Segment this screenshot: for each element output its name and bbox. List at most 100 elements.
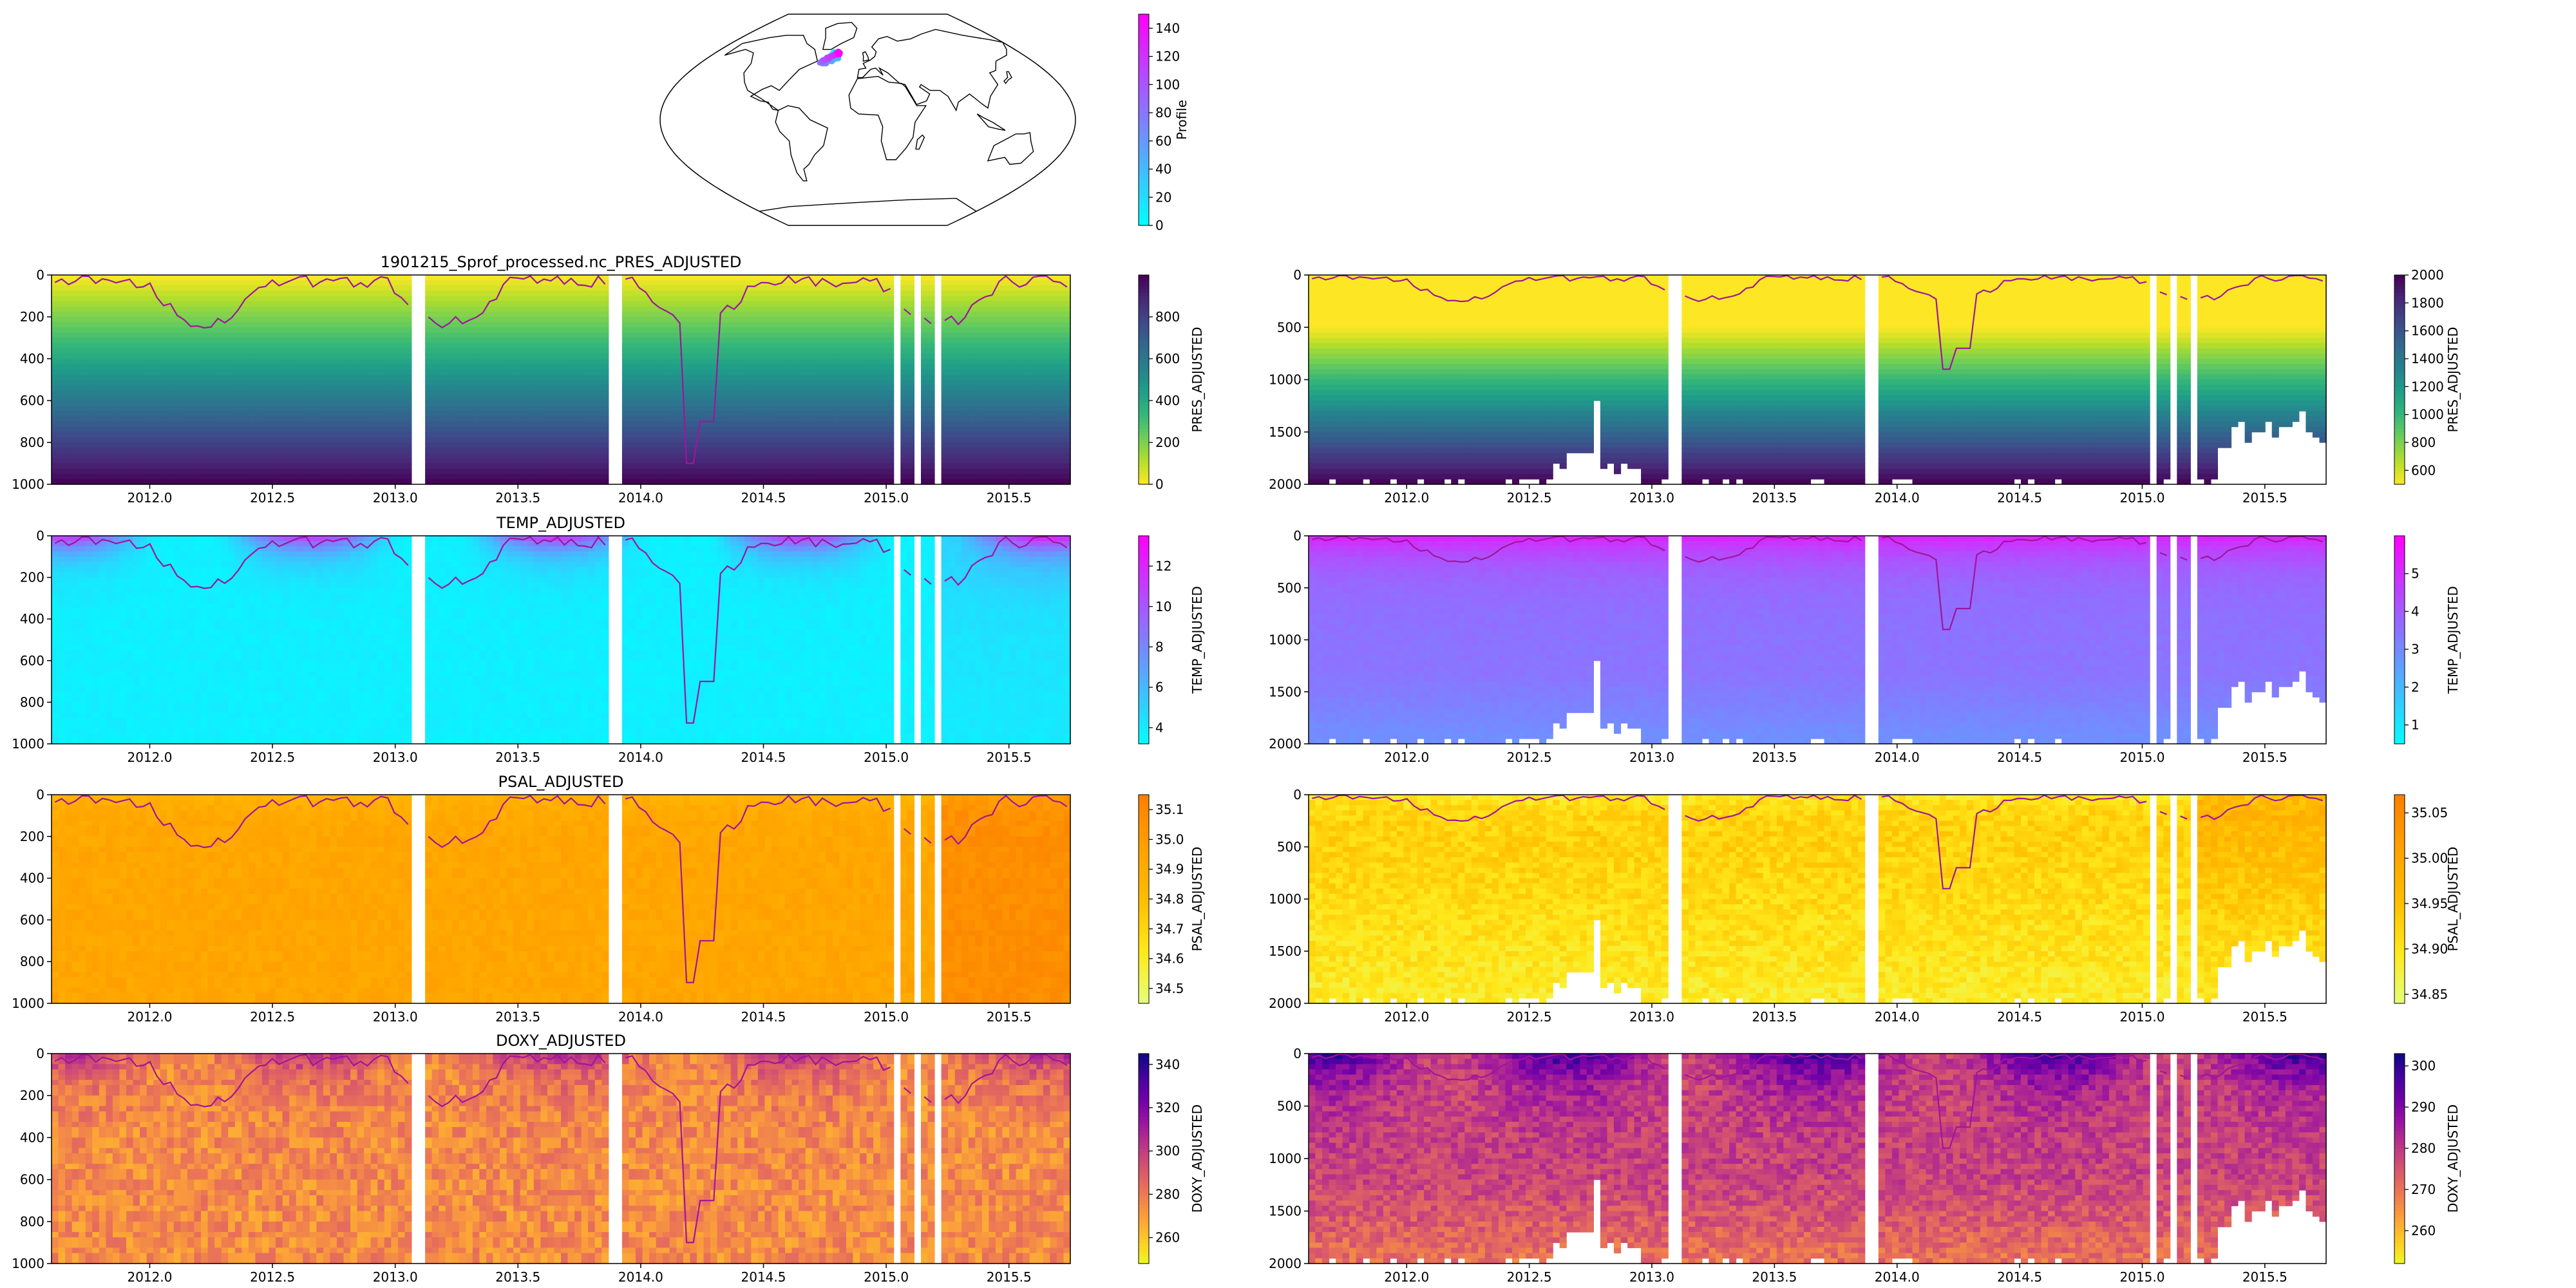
heatmap-cell xyxy=(384,395,392,401)
panel-left-row-1: 1901215_Sprof_processed.nc_PRES_ADJUSTED… xyxy=(12,253,1205,506)
heatmap-cell xyxy=(235,427,242,433)
heatmap-cell xyxy=(153,395,160,401)
heatmap-cell xyxy=(153,469,160,475)
heatmap-cell xyxy=(65,469,72,475)
heatmap-cell xyxy=(133,301,140,307)
heatmap-cell xyxy=(194,469,202,475)
heatmap-cell xyxy=(228,275,235,281)
heatmap-cell xyxy=(296,437,303,443)
heatmap-cell xyxy=(391,317,398,323)
heatmap-cell xyxy=(276,312,283,317)
heatmap-cell xyxy=(167,317,174,323)
heatmap-cell xyxy=(52,354,59,359)
heatmap-cell xyxy=(364,343,371,349)
heatmap-cell xyxy=(330,474,337,480)
heatmap-cell xyxy=(160,317,167,323)
heatmap-cell xyxy=(65,296,72,302)
heatmap-cell xyxy=(303,458,310,464)
colorbar-segment xyxy=(1139,53,1149,57)
map-globe-outline xyxy=(660,14,1075,225)
heatmap-cell xyxy=(262,442,269,448)
heatmap-cell xyxy=(113,448,120,453)
heatmap-cell xyxy=(337,401,344,406)
heatmap-cell xyxy=(357,275,365,281)
heatmap-cell xyxy=(99,474,106,480)
heatmap-cell xyxy=(337,296,344,302)
heatmap-cell xyxy=(344,437,351,443)
heatmap-cell xyxy=(126,437,133,443)
heatmap-cell xyxy=(255,453,262,459)
colorbar-segment xyxy=(1139,197,1149,201)
heatmap-cell xyxy=(208,437,215,443)
heatmap-cell xyxy=(262,422,269,428)
heatmap-cell xyxy=(140,312,147,317)
heatmap-cell xyxy=(262,317,269,323)
heatmap-cell xyxy=(167,422,174,428)
heatmap-cell xyxy=(303,301,310,307)
heatmap-cell xyxy=(214,464,222,469)
heatmap-cell xyxy=(310,453,317,459)
heatmap-cell xyxy=(167,469,174,475)
heatmap-cell xyxy=(384,453,392,459)
heatmap-cell xyxy=(99,359,106,365)
heatmap-cell xyxy=(120,411,127,417)
heatmap-cell xyxy=(310,458,317,464)
heatmap-cell xyxy=(296,348,303,354)
heatmap-cell xyxy=(180,474,187,480)
heatmap-cell xyxy=(296,322,303,328)
heatmap-cell xyxy=(133,448,140,453)
heatmap-cell xyxy=(167,432,174,438)
heatmap-cell xyxy=(296,317,303,323)
heatmap-cell xyxy=(235,296,242,302)
heatmap-cell xyxy=(337,343,344,349)
heatmap-cell xyxy=(330,390,337,396)
heatmap-cell xyxy=(86,464,93,469)
heatmap-cell xyxy=(357,474,365,480)
heatmap-cell xyxy=(194,359,202,365)
heatmap-cell xyxy=(364,474,371,480)
heatmap-cell xyxy=(92,401,99,406)
heatmap-cell xyxy=(52,364,59,370)
heatmap-cell xyxy=(310,332,317,338)
heatmap-cell xyxy=(222,343,229,349)
heatmap-cell xyxy=(330,364,337,370)
heatmap-cell xyxy=(316,469,323,475)
heatmap-cell xyxy=(289,432,296,438)
heatmap-cell xyxy=(310,364,317,370)
heatmap-cell xyxy=(283,348,290,354)
heatmap-cell xyxy=(283,474,290,480)
heatmap-cell xyxy=(79,406,86,412)
heatmap-cell xyxy=(201,290,208,296)
heatmap-cell xyxy=(310,327,317,333)
heatmap-cell xyxy=(316,301,323,307)
heatmap-cell xyxy=(228,427,235,433)
heatmap-cell xyxy=(384,385,392,391)
heatmap-cell xyxy=(99,427,106,433)
heatmap-cell xyxy=(99,380,106,386)
heatmap-cell xyxy=(92,301,99,307)
heatmap-cell xyxy=(330,359,337,365)
heatmap-cell xyxy=(323,458,330,464)
heatmap-cell xyxy=(133,332,140,338)
heatmap-cell xyxy=(228,327,235,333)
heatmap-cell xyxy=(323,307,330,312)
heatmap-cell xyxy=(147,348,154,354)
heatmap-cell xyxy=(364,348,371,354)
heatmap-cell xyxy=(316,285,323,291)
heatmap-cell xyxy=(79,374,86,380)
heatmap-cell xyxy=(180,380,187,386)
heatmap-cell xyxy=(79,401,86,406)
heatmap-cell xyxy=(316,390,323,396)
heatmap-cell xyxy=(140,385,147,391)
heatmap-cell xyxy=(344,448,351,453)
heatmap-cell xyxy=(262,427,269,433)
heatmap-cell xyxy=(72,432,79,438)
heatmap-cell xyxy=(160,348,167,354)
heatmap-cell xyxy=(140,359,147,365)
heatmap-cell xyxy=(208,354,215,359)
heatmap-cell xyxy=(201,369,208,375)
heatmap-cell xyxy=(255,290,262,296)
heatmap-cell xyxy=(194,338,202,344)
heatmap-cell xyxy=(289,390,296,396)
heatmap-cell xyxy=(174,395,181,401)
